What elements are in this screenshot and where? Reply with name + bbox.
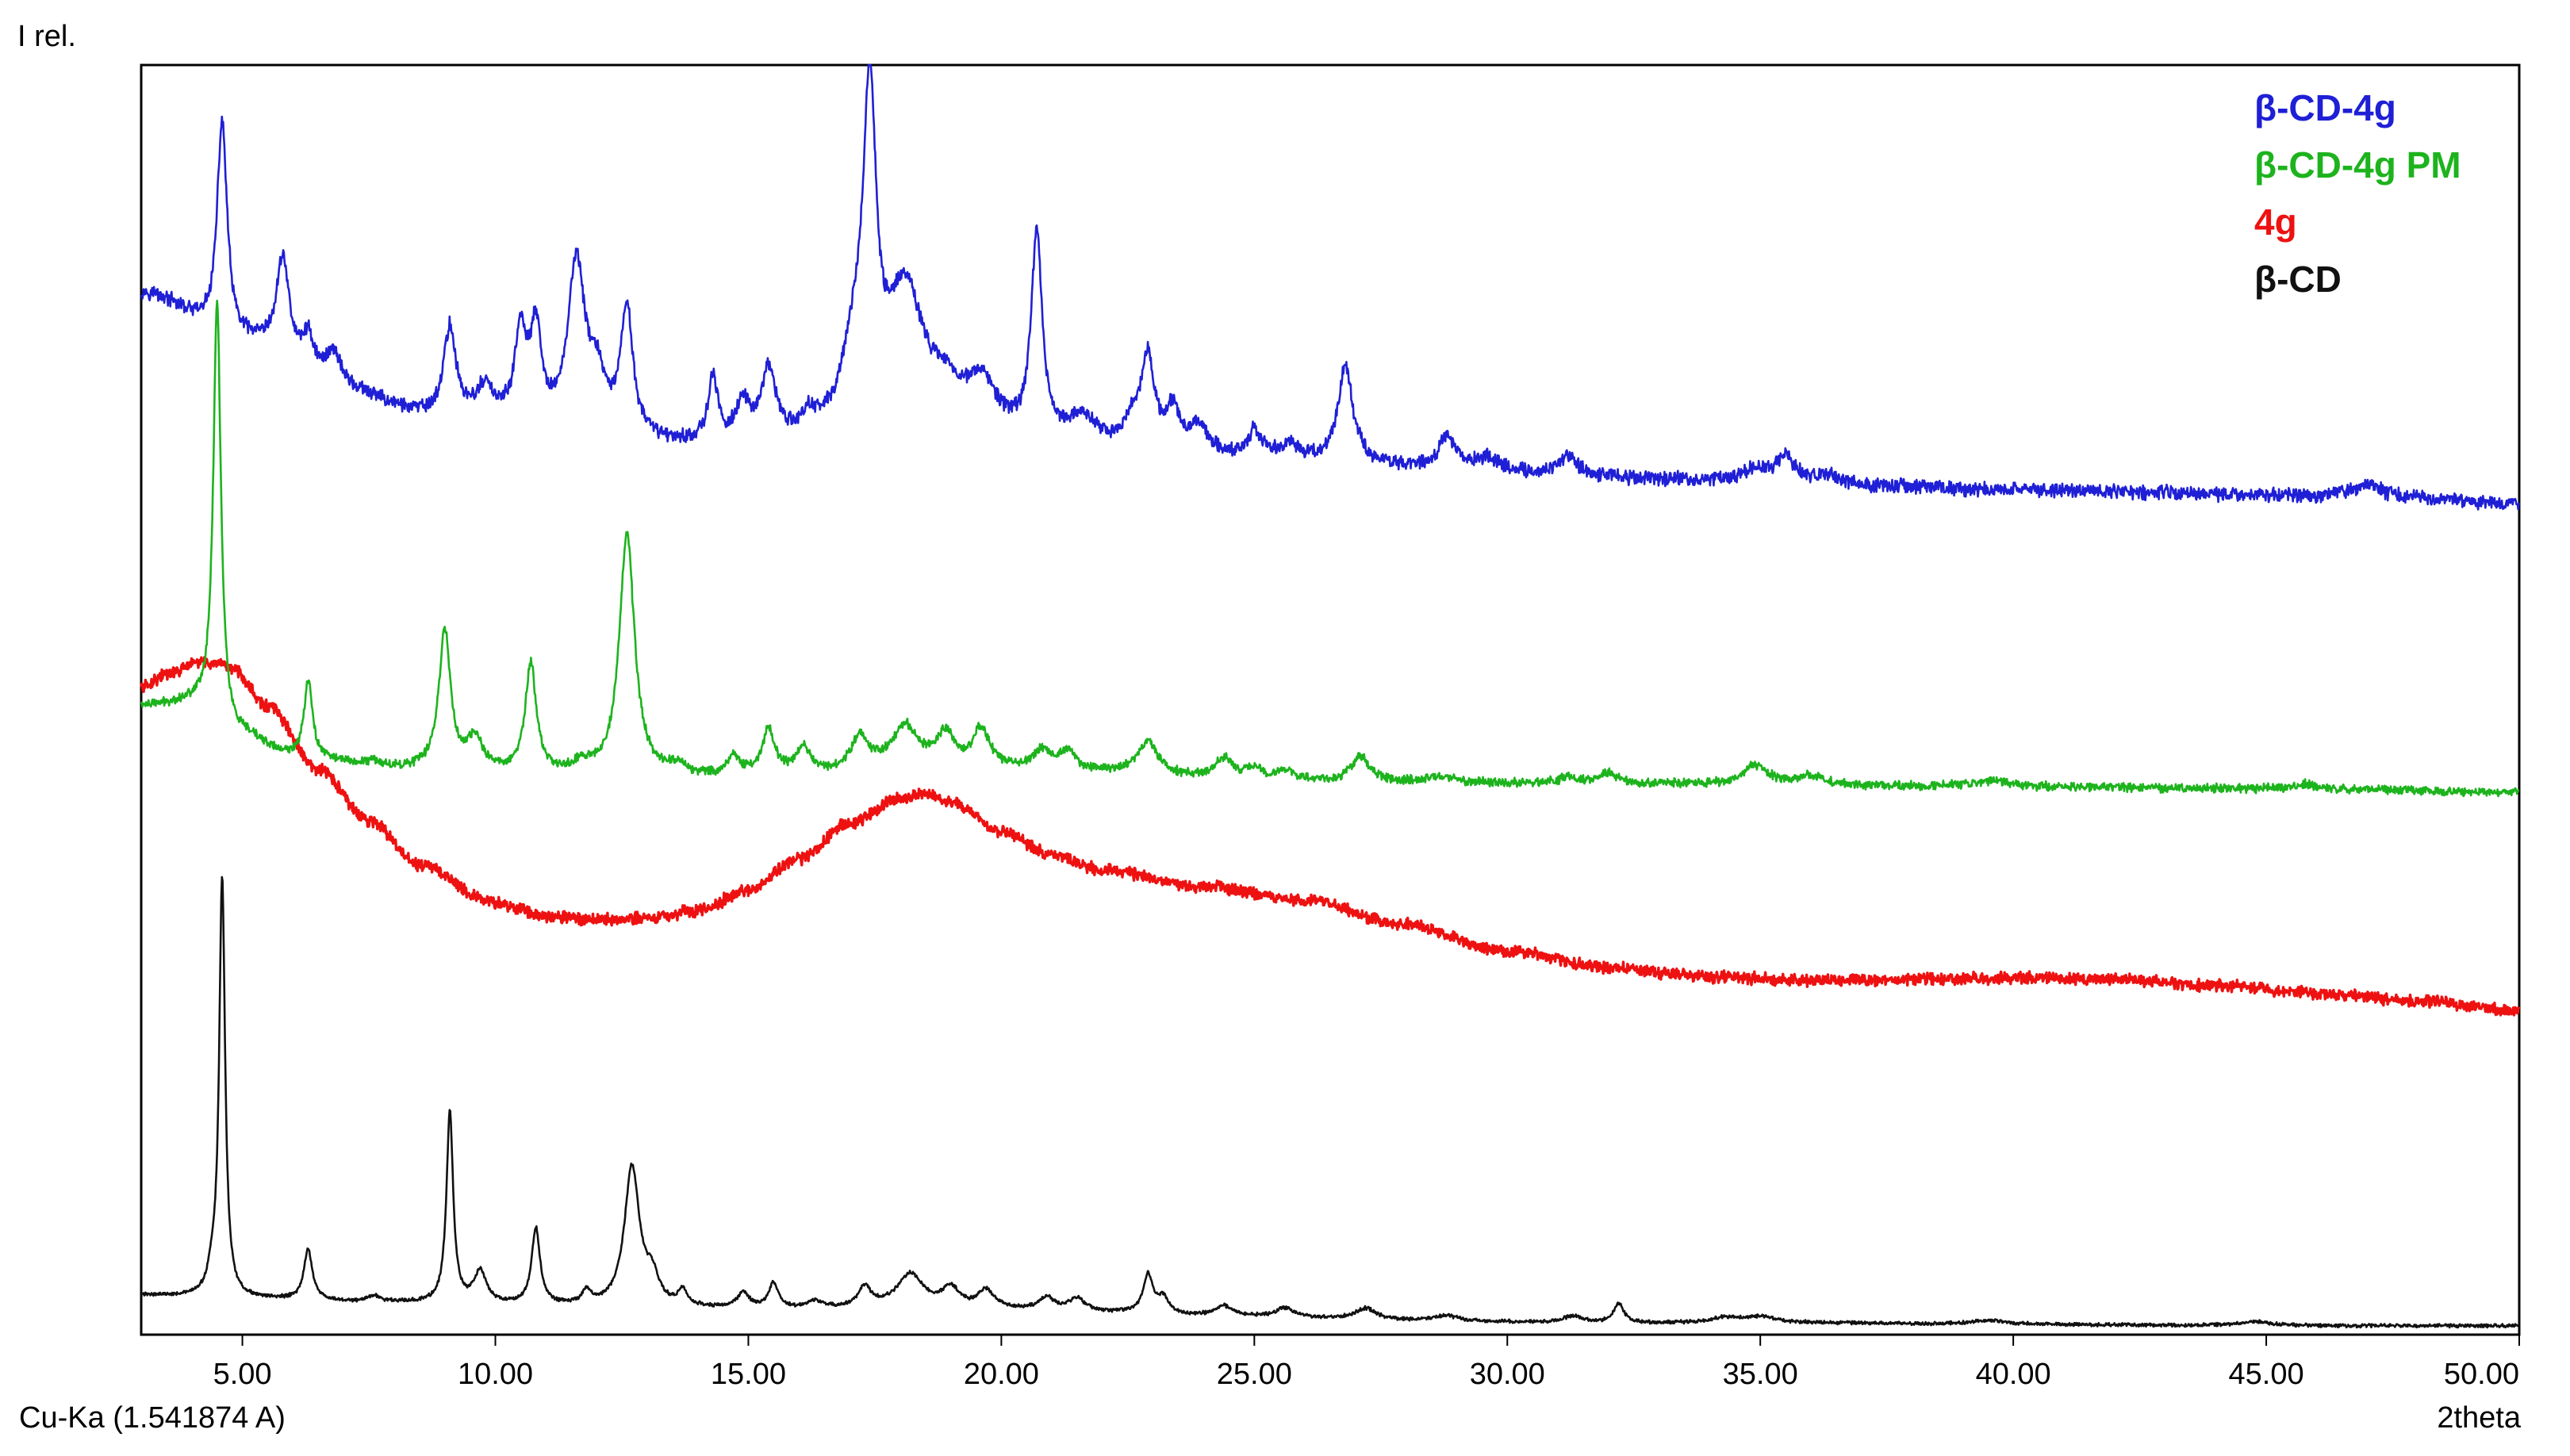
plot-frame xyxy=(140,63,2521,1336)
x-tick-label: 5.00 xyxy=(213,1358,272,1391)
x-tick-label: 40.00 xyxy=(1976,1358,2051,1391)
legend-entry: 4g xyxy=(2254,201,2297,243)
x-tick-label: 25.00 xyxy=(1217,1358,1292,1391)
legend-entry: β-CD-4g xyxy=(2254,87,2396,128)
x-tick-label: 50.00 xyxy=(2444,1358,2519,1391)
x-axis-ticks: 5.00 10.00 15.00 20.00 25.00 30.00 35.00 40.00 4… xyxy=(213,1335,2520,1391)
x-tick-label: 10.00 xyxy=(458,1358,533,1391)
series-line xyxy=(140,63,2520,511)
series-line xyxy=(140,299,2520,798)
series-line xyxy=(140,876,2520,1329)
y-axis-label: I rel. xyxy=(17,20,76,53)
x-tick-label: 15.00 xyxy=(711,1358,786,1391)
legend: β-CD-4g β-CD-4g PM 4g β-CD xyxy=(2254,87,2461,300)
x-tick-label: 20.00 xyxy=(964,1358,1039,1391)
x-axis-label: 2theta xyxy=(2437,1401,2522,1435)
x-tick-label: 35.00 xyxy=(1723,1358,1798,1391)
x-tick-label: 30.00 xyxy=(1470,1358,1545,1391)
series-lines xyxy=(140,63,2521,1329)
x-tick-label: 45.00 xyxy=(2229,1358,2304,1391)
legend-entry: β-CD xyxy=(2254,259,2342,300)
legend-entry: β-CD-4g PM xyxy=(2254,144,2461,186)
series-line xyxy=(140,656,2521,1017)
footer-radiation-label: Cu-Ka (1.541874 A) xyxy=(19,1401,286,1435)
